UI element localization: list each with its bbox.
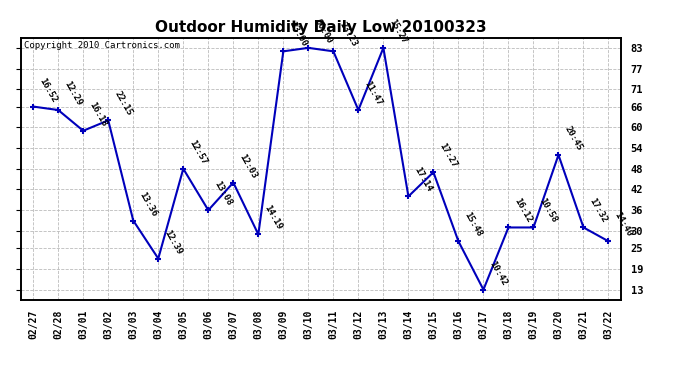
Text: 16:18: 16:18: [88, 100, 108, 128]
Text: 12:03: 12:03: [237, 152, 259, 180]
Text: 10:58: 10:58: [538, 197, 559, 225]
Text: 13:36: 13:36: [137, 190, 159, 218]
Title: Outdoor Humidity Daily Low 20100323: Outdoor Humidity Daily Low 20100323: [155, 20, 486, 35]
Text: 11:47: 11:47: [362, 80, 384, 107]
Text: 15:27: 15:27: [388, 17, 408, 45]
Text: 17:32: 17:32: [588, 197, 609, 225]
Text: 12:57: 12:57: [188, 138, 208, 166]
Text: 17:27: 17:27: [437, 142, 459, 170]
Text: 22:15: 22:15: [112, 90, 134, 118]
Text: 14:19: 14:19: [262, 204, 284, 232]
Text: 23:23: 23:23: [337, 21, 359, 48]
Text: 14:40: 14:40: [613, 211, 634, 238]
Text: 15:48: 15:48: [462, 211, 484, 238]
Text: 13:08: 13:08: [213, 180, 234, 207]
Text: 12:29: 12:29: [62, 80, 83, 107]
Text: 17:14: 17:14: [413, 166, 434, 194]
Text: 16:12: 16:12: [513, 197, 534, 225]
Text: 16:52: 16:52: [37, 76, 59, 104]
Text: 20:45: 20:45: [562, 124, 584, 152]
Text: Copyright 2010 Cartronics.com: Copyright 2010 Cartronics.com: [23, 42, 179, 51]
Text: 23:00: 23:00: [288, 21, 308, 48]
Text: 12:39: 12:39: [162, 228, 184, 256]
Text: 10:42: 10:42: [488, 259, 509, 287]
Text: 00:00: 00:00: [313, 17, 334, 45]
